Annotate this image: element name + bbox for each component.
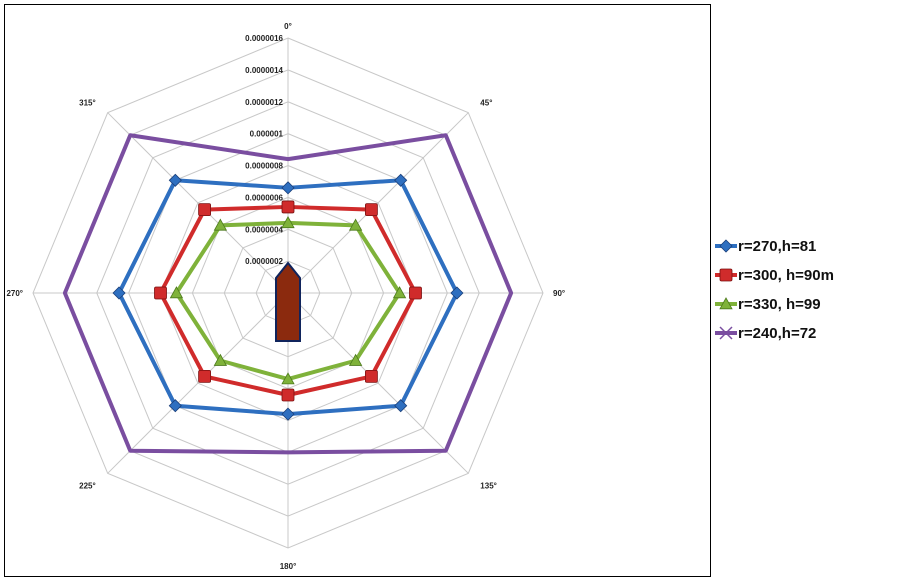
legend-marker — [719, 297, 733, 310]
legend-label: r=330, h=99 — [738, 296, 821, 313]
category-label: 270° — [6, 289, 23, 298]
legend-label: r=240,h=72 — [738, 325, 816, 342]
data-point — [450, 286, 464, 300]
tick-label: 0.0000002 — [245, 257, 283, 266]
data-point — [213, 353, 228, 366]
grid-spoke — [107, 292, 289, 474]
radial-tick-labels: 0.0000002 0.0000004 0.0000006 0.0000008 0.00… — [245, 34, 283, 266]
legend: r=270,h=81 r=300, h=90m r=330, h=99 r=240,h… — [715, 238, 834, 342]
tick-label: 0.0000012 — [245, 98, 283, 107]
data-point — [281, 407, 295, 421]
chart-frame: 0.0000002 0.0000004 0.0000006 0.0000008 0.00… — [4, 4, 711, 577]
series-4 — [62, 133, 514, 455]
marker-stroke — [719, 326, 733, 340]
data-point — [281, 200, 295, 214]
data-point — [348, 218, 363, 231]
radar-chart: 0.0000002 0.0000004 0.0000006 0.0000008 0.00… — [6, 22, 565, 571]
grid-spoke — [287, 292, 469, 474]
category-labels: 0° 45° 90° 135° 180° 225° 270° 315° — [6, 22, 565, 571]
legend-label: r=270,h=81 — [738, 238, 816, 255]
series-line — [62, 133, 514, 455]
legend-marker — [719, 268, 733, 282]
legend-label: r=300, h=90m — [738, 267, 834, 284]
tick-label: 0.0000006 — [245, 193, 283, 202]
data-point — [409, 286, 422, 300]
legend-item: r=330, h=99 — [715, 296, 821, 313]
category-label: 135° — [480, 481, 497, 490]
data-point — [169, 286, 184, 299]
data-point — [392, 286, 407, 299]
data-point — [198, 369, 212, 383]
data-point — [168, 173, 182, 187]
tick-label: 0.0000004 — [245, 225, 283, 234]
category-label: 0° — [284, 22, 292, 31]
center-pentagon — [275, 261, 301, 342]
tick-label: 0.0000014 — [245, 66, 283, 75]
data-point — [281, 388, 295, 402]
tick-label: 0.0000016 — [245, 34, 283, 43]
category-label: 225° — [79, 481, 96, 490]
grid-spoke — [107, 112, 289, 294]
category-label: 90° — [553, 289, 565, 298]
data-point — [112, 286, 126, 300]
data-point — [394, 173, 408, 187]
data-point — [281, 372, 295, 385]
data-point — [213, 218, 228, 231]
legend-item: r=240,h=72 — [715, 325, 816, 342]
legend-marker — [719, 326, 733, 340]
series-3 — [169, 216, 407, 385]
series-group — [62, 133, 514, 455]
grid-spoke — [287, 112, 469, 294]
data-point — [198, 203, 212, 217]
legend-marker — [719, 239, 733, 253]
legend-item: r=270,h=81 — [715, 238, 816, 255]
data-point — [348, 353, 363, 366]
category-label: 315° — [79, 99, 96, 108]
data-point — [364, 203, 378, 217]
data-point — [281, 216, 295, 229]
data-point — [154, 286, 167, 300]
data-point — [168, 399, 182, 413]
category-label: 45° — [480, 99, 492, 108]
tick-label: 0.000001 — [250, 130, 284, 139]
data-point — [281, 181, 295, 195]
series-2 — [154, 200, 422, 402]
category-label: 180° — [280, 562, 297, 571]
data-point — [364, 369, 378, 383]
legend-item: r=300, h=90m — [715, 267, 834, 284]
series-1 — [112, 173, 464, 421]
center-marker — [275, 261, 301, 342]
tick-label: 0.0000008 — [245, 162, 283, 171]
data-point — [394, 399, 408, 413]
